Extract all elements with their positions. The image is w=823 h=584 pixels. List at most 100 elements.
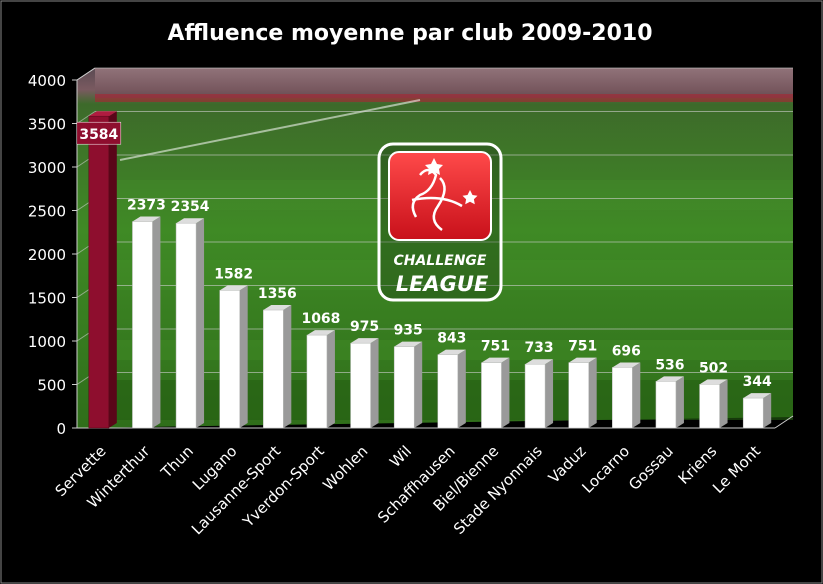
bar-top bbox=[263, 305, 292, 311]
bar-front bbox=[481, 362, 502, 429]
bar-top bbox=[525, 359, 554, 365]
bar-side bbox=[283, 305, 292, 428]
bar bbox=[88, 111, 117, 429]
bar bbox=[742, 393, 772, 429]
bar-top bbox=[655, 376, 684, 382]
data-label: 1068 bbox=[301, 311, 340, 327]
bar-side bbox=[152, 216, 161, 428]
bar-side bbox=[196, 218, 205, 428]
data-label: 1582 bbox=[214, 266, 253, 282]
bar-top bbox=[88, 111, 117, 117]
star-icon bbox=[462, 190, 478, 205]
bar-side bbox=[501, 357, 510, 428]
chart-title: Affluence moyenne par club 2009-2010 bbox=[168, 21, 653, 46]
bar-front bbox=[350, 342, 371, 429]
bar-side bbox=[632, 362, 641, 428]
bar bbox=[175, 218, 205, 429]
bar-side bbox=[763, 393, 772, 428]
bar-front bbox=[306, 334, 328, 429]
bar-front bbox=[393, 346, 415, 429]
bar-side bbox=[370, 338, 379, 428]
y-tick-label: 1000 bbox=[28, 333, 66, 351]
y-tick-label: 2500 bbox=[28, 203, 66, 221]
bar-top bbox=[219, 285, 248, 291]
bar-front bbox=[612, 367, 633, 429]
bar-side bbox=[239, 285, 248, 428]
data-label: 2354 bbox=[171, 199, 210, 215]
bar-front bbox=[524, 363, 546, 429]
bar-side bbox=[588, 357, 597, 428]
bar bbox=[437, 349, 466, 429]
data-label: 751 bbox=[481, 339, 510, 355]
bar-top bbox=[699, 379, 728, 385]
bar bbox=[219, 285, 248, 429]
bar bbox=[612, 362, 641, 429]
data-label-background bbox=[76, 121, 122, 145]
bar-front bbox=[132, 221, 153, 429]
y-tick-labels: 0 500 1000 1500 2000 2500 3000 3500 4000 bbox=[28, 72, 66, 438]
logo-text-challenge: CHALLENGE bbox=[393, 253, 486, 269]
bar-top bbox=[481, 357, 510, 363]
bar-front bbox=[263, 309, 284, 429]
data-label: 536 bbox=[655, 357, 684, 373]
bar-front bbox=[88, 115, 110, 429]
y-axis-top bbox=[76, 67, 96, 81]
bar bbox=[524, 359, 554, 429]
bar-top bbox=[568, 357, 597, 363]
bar-side bbox=[545, 359, 554, 428]
y-tick-label: 500 bbox=[37, 377, 66, 395]
data-label: 975 bbox=[350, 319, 379, 335]
bar bbox=[481, 357, 510, 429]
challenge-league-logo: CHALLENGE LEAGUE bbox=[377, 142, 503, 302]
grid-line-diagonal bbox=[76, 111, 96, 124]
bar bbox=[568, 357, 597, 429]
y-tick-label: 2000 bbox=[28, 246, 66, 264]
y-tick-label: 3000 bbox=[28, 159, 66, 177]
bar-side bbox=[719, 379, 728, 428]
bar-series bbox=[88, 111, 772, 429]
bar-top bbox=[743, 393, 772, 399]
bar-side bbox=[675, 376, 684, 428]
bar-top bbox=[132, 216, 161, 222]
bar-front bbox=[437, 354, 459, 429]
data-label: 1356 bbox=[258, 286, 297, 302]
data-label: 733 bbox=[524, 340, 553, 356]
bar-top bbox=[394, 341, 423, 347]
bar bbox=[132, 216, 161, 429]
bar-front bbox=[219, 290, 240, 429]
challenge-league-emblem-icon bbox=[388, 151, 492, 241]
bar-side bbox=[108, 111, 117, 428]
data-label: 2373 bbox=[127, 198, 166, 214]
bar-side bbox=[414, 341, 423, 428]
bar-top bbox=[306, 330, 335, 336]
bar bbox=[655, 376, 684, 429]
bar-side bbox=[326, 330, 335, 428]
data-label: 344 bbox=[743, 374, 772, 390]
bar-top bbox=[176, 218, 205, 224]
y-tick-label: 3500 bbox=[28, 116, 66, 134]
bar bbox=[350, 338, 379, 429]
bar-front bbox=[655, 381, 677, 429]
bar-top bbox=[612, 362, 641, 368]
data-label: 935 bbox=[394, 323, 423, 339]
bar bbox=[393, 341, 423, 429]
logo-text-league: LEAGUE bbox=[396, 272, 489, 296]
y-tick-label: 1500 bbox=[28, 290, 66, 308]
bar-front bbox=[699, 384, 720, 429]
bar-top bbox=[350, 338, 379, 344]
data-label: 751 bbox=[568, 339, 597, 355]
data-label: 502 bbox=[699, 360, 728, 376]
emblem-swirl-icon bbox=[411, 168, 463, 232]
data-label: 3584 bbox=[79, 127, 118, 143]
y-tick-label: 0 bbox=[56, 420, 66, 438]
bar bbox=[699, 379, 728, 429]
data-label: 696 bbox=[612, 343, 641, 359]
bar bbox=[263, 305, 292, 429]
bar-top bbox=[437, 349, 466, 355]
bar bbox=[306, 330, 335, 429]
star-icon bbox=[425, 158, 443, 175]
bar-front bbox=[742, 397, 764, 429]
